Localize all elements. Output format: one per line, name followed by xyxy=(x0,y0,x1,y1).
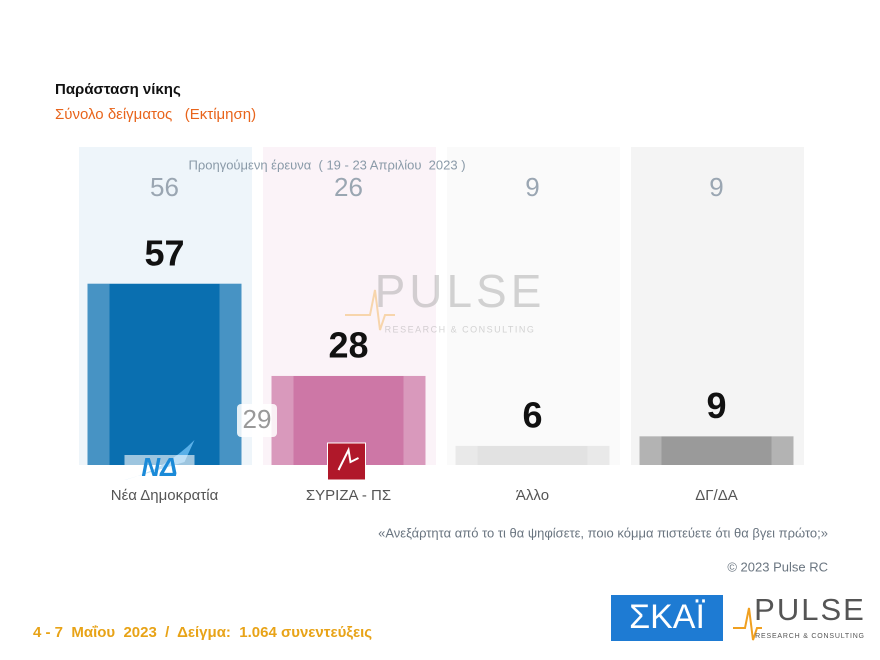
previous-label: Προηγούμενη έρευνα ( 19 - 23 Απριλίου 20… xyxy=(188,157,465,172)
value-label: 9 xyxy=(706,385,726,426)
bar-edge xyxy=(271,375,294,465)
annotation-box xyxy=(237,404,277,437)
category-label: Νέα Δημοκρατία xyxy=(111,487,219,504)
panels xyxy=(79,147,804,465)
skai-logo: ΣΚΑΪ xyxy=(629,598,705,636)
bar-edge xyxy=(219,283,242,465)
gap-annotation: 29 xyxy=(243,404,272,434)
syriza-logo xyxy=(327,442,366,481)
chart-title: Παράσταση νίκης xyxy=(55,81,181,98)
bar xyxy=(455,445,610,465)
marks: 56 57 26 28 9 6 9 9 29 ΝΔ xyxy=(87,172,794,482)
pulse-logo-line xyxy=(733,607,762,641)
panel xyxy=(631,147,804,465)
chart-subtitle: Σύνολο δείγματος (Εκτίμηση) xyxy=(55,106,256,123)
value-label: 6 xyxy=(522,394,542,435)
bar-edge xyxy=(639,436,662,465)
bar xyxy=(87,283,242,465)
watermark: PULSE RESEARCH & CONSULTING xyxy=(345,265,546,334)
nd-logo-bg xyxy=(124,455,195,481)
watermark-sub: RESEARCH & CONSULTING xyxy=(385,324,536,334)
bar-edge xyxy=(403,375,426,465)
previous-value: 26 xyxy=(334,172,363,202)
skai-logo-box xyxy=(611,595,723,641)
value-label: 57 xyxy=(144,232,184,273)
previous-value: 56 xyxy=(150,172,179,202)
syriza-logo-star xyxy=(337,446,359,471)
previous-value: 9 xyxy=(709,172,723,202)
bar-edge xyxy=(455,445,478,465)
nd-logo: ΝΔ xyxy=(141,452,177,482)
pulse-logo-sub: RESEARCH & CONSULTING xyxy=(755,633,865,640)
bar-edge xyxy=(587,445,610,465)
category-label: Άλλο xyxy=(516,487,549,504)
bar-edge xyxy=(771,436,794,465)
category-label: ΔΓ/ΔΑ xyxy=(695,487,737,504)
question: «Ανεξάρτητα από το τι θα ψηφίσετε, ποιο … xyxy=(378,525,828,540)
category-label: ΣΥΡΙΖΑ - ΠΣ xyxy=(306,487,391,504)
panel xyxy=(447,147,620,465)
bar xyxy=(639,436,794,465)
watermark-title: PULSE xyxy=(375,265,546,317)
pulse-logo: PULSE xyxy=(754,592,866,627)
previous-value: 9 xyxy=(525,172,539,202)
bar-edge xyxy=(87,283,110,465)
footer: 4 - 7 Μαΐου 2023 / Δείγμα: 1.064 συνεντε… xyxy=(33,624,372,641)
value-label: 28 xyxy=(328,324,368,365)
watermark-pulse-line xyxy=(345,289,395,331)
copyright: © 2023 Pulse RC xyxy=(727,559,828,574)
